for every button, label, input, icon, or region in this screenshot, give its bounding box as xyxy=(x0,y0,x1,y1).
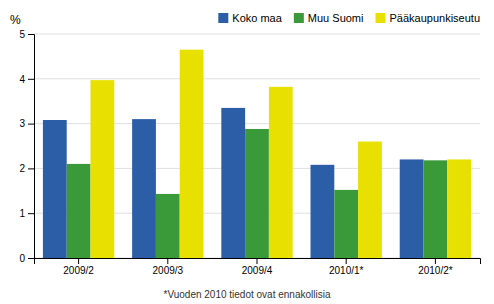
tick-label: 1 xyxy=(19,208,25,219)
bar xyxy=(269,87,293,258)
bars xyxy=(43,50,471,258)
tick-label: 2010/1* xyxy=(329,265,364,276)
legend-label: Pääkaupunkiseutu xyxy=(389,12,480,24)
bar xyxy=(447,159,471,258)
tick: 2010/2* xyxy=(418,258,453,276)
legend-item: Muu Suomi xyxy=(294,12,364,24)
tick: 2010/1* xyxy=(329,258,364,276)
tick-label: 0 xyxy=(19,253,25,264)
bar xyxy=(400,159,424,258)
legend-item: Koko maa xyxy=(218,12,282,24)
bar xyxy=(424,160,448,258)
bar xyxy=(221,108,245,258)
legend: Koko maa Muu Suomi Pääkaupunkiseutu xyxy=(218,12,480,24)
bar xyxy=(334,190,358,258)
legend-swatch xyxy=(294,13,304,23)
bar xyxy=(180,50,204,258)
tick: 2009/3 xyxy=(153,258,184,276)
tick-label: 2009/2 xyxy=(63,265,94,276)
bar xyxy=(311,165,335,258)
tick-mark xyxy=(257,258,258,264)
tick-label: 2009/3 xyxy=(153,265,184,276)
legend-item: Pääkaupunkiseutu xyxy=(375,12,480,24)
tick-label: 5 xyxy=(19,29,25,40)
plot: 0 1 2 3 4 5 2009/2 2009/3 2009/4 2010/1* 2010/2* xyxy=(19,29,480,276)
legend-swatch xyxy=(375,13,385,23)
legend-label: Muu Suomi xyxy=(308,12,364,24)
legend-swatch xyxy=(218,13,228,23)
x-axis: 2009/2 2009/3 2009/4 2010/1* 2010/2* xyxy=(35,258,481,276)
bar xyxy=(67,164,91,258)
chart: 0 1 2 3 4 5 2009/2 2009/3 2009/4 2010/1* 2010/2*% K… xyxy=(0,0,494,304)
bar xyxy=(245,129,269,258)
tick: 2009/2 xyxy=(63,258,94,276)
tick-mark xyxy=(28,79,34,80)
footnote: *Vuoden 2010 tiedot ovat ennakollisia xyxy=(164,289,331,300)
bar xyxy=(90,80,114,258)
bar-series xyxy=(90,50,471,258)
tick-mark xyxy=(435,258,436,264)
bar xyxy=(156,194,180,258)
grid-line xyxy=(34,78,480,79)
tick: 4 xyxy=(19,74,34,85)
tick-mark xyxy=(346,258,347,264)
tick-label: 2009/4 xyxy=(242,265,273,276)
tick-label: 4 xyxy=(19,74,25,85)
tick: 1 xyxy=(19,208,34,219)
bar-series xyxy=(67,129,448,258)
bar xyxy=(358,142,382,258)
tick-mark xyxy=(28,213,34,214)
tick-mark xyxy=(28,168,34,169)
tick: 2 xyxy=(19,163,34,174)
tick-mark xyxy=(28,124,34,125)
grid xyxy=(34,34,480,258)
tick-label: 2 xyxy=(19,163,25,174)
tick: 3 xyxy=(19,118,34,129)
axis-line xyxy=(35,259,481,265)
grid-line xyxy=(34,34,480,35)
tick-label: 2010/2* xyxy=(418,265,453,276)
tick-mark xyxy=(78,258,79,264)
bar xyxy=(43,120,67,258)
tick-mark xyxy=(167,258,168,264)
tick: 5 xyxy=(19,29,34,40)
tick-mark xyxy=(28,258,34,259)
y-axis: 0 1 2 3 4 5 xyxy=(19,29,34,264)
tick: 2009/4 xyxy=(242,258,273,276)
axis-line xyxy=(28,35,35,259)
tick-mark xyxy=(28,34,34,35)
y-axis-label: % xyxy=(10,13,21,27)
bar xyxy=(132,119,156,258)
legend-label: Koko maa xyxy=(232,12,282,24)
tick-label: 3 xyxy=(19,118,25,129)
tick: 0 xyxy=(19,253,34,264)
